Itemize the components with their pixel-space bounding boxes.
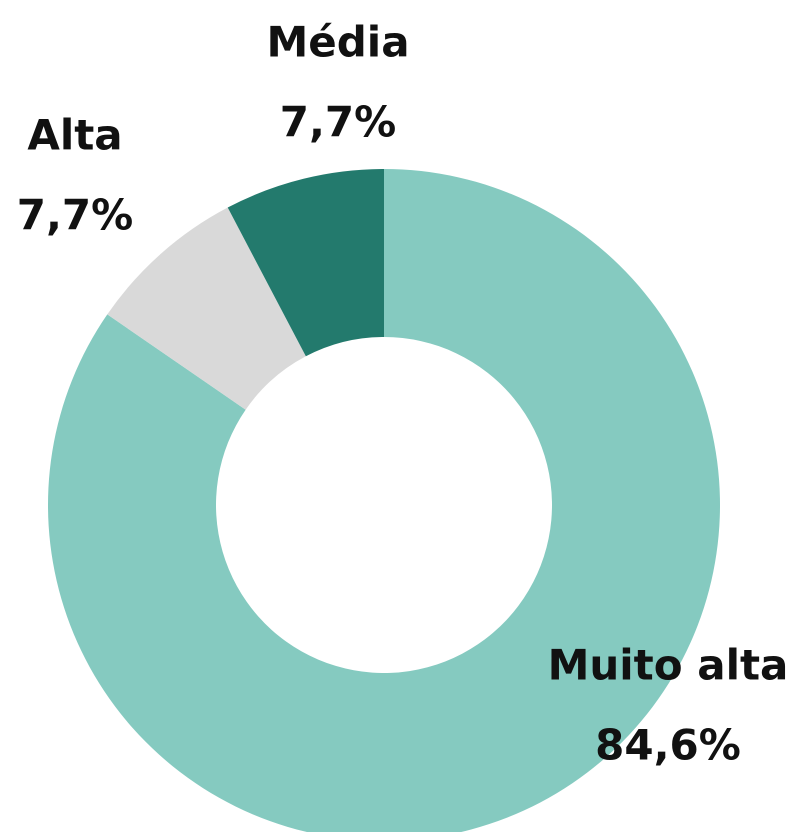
value-label: 84,6% (595, 721, 741, 770)
slice-label: Muito alta (548, 641, 789, 690)
slice-label: Média (266, 18, 409, 67)
slice (227, 169, 384, 357)
value-label: 7,7% (17, 191, 133, 240)
slice (107, 207, 306, 410)
value-label: 7,7% (280, 98, 396, 147)
slice (48, 169, 720, 832)
slice-label: Alta (27, 111, 122, 160)
